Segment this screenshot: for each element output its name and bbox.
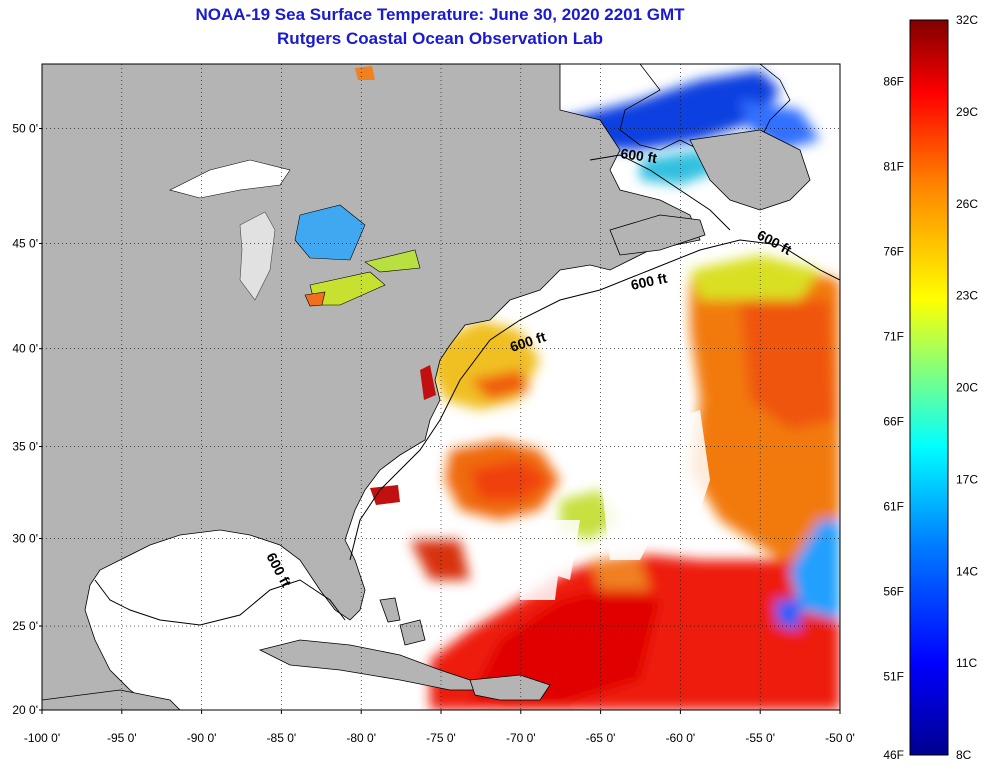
longitude-tick-label: -100 0' bbox=[24, 731, 60, 745]
map-area: 600 ft 600 ft 600 ft 600 ft 600 ft bbox=[42, 64, 840, 710]
longitude-tick-label: -65 0' bbox=[586, 731, 616, 745]
isobath-label: 600 ft bbox=[629, 270, 668, 293]
latitude-tick-label: 25 0' bbox=[12, 619, 38, 633]
latitude-tick-label: 50 0' bbox=[12, 122, 38, 136]
latitude-tick-label: 45 0' bbox=[12, 236, 38, 250]
colorbar-fahrenheit-label: 61F bbox=[883, 500, 904, 514]
colorbar-fahrenheit-label: 71F bbox=[883, 329, 904, 343]
longitude-tick-label: -80 0' bbox=[346, 731, 376, 745]
latitude-labels: 50 0' 45 0' 40 0' 35 0' 30 0' 25 0' 20 0' bbox=[12, 122, 42, 717]
colorbar-celsius-label: 26C bbox=[956, 197, 978, 211]
longitude-tick-label: -90 0' bbox=[187, 731, 217, 745]
latitude-tick-label: 35 0' bbox=[12, 440, 38, 454]
colorbar-fahrenheit-label: 66F bbox=[883, 415, 904, 429]
colorbar bbox=[909, 19, 949, 756]
longitude-tick-label: -85 0' bbox=[267, 731, 297, 745]
isobath-label: 600 ft bbox=[620, 145, 659, 166]
colorbar-celsius-label: 29C bbox=[956, 105, 978, 119]
coastal-warm-patches bbox=[355, 66, 436, 505]
colorbar-fahrenheit-label: 81F bbox=[883, 159, 904, 173]
colorbar-fahrenheit-label: 46F bbox=[883, 748, 904, 762]
colorbar-fahrenheit-label: 56F bbox=[883, 585, 904, 599]
latitude-tick-label: 20 0' bbox=[12, 703, 38, 717]
colorbar-celsius-label: 8C bbox=[956, 748, 972, 762]
isobath-600ft-line bbox=[94, 154, 840, 626]
great-lakes bbox=[169, 159, 421, 307]
colorbar-celsius-label: 17C bbox=[956, 472, 978, 486]
land bbox=[42, 64, 811, 710]
colorbar-celsius-label: 11C bbox=[956, 656, 977, 670]
colorbar-fahrenheit-label: 76F bbox=[883, 244, 904, 258]
map-title: NOAA-19 Sea Surface Temperature: June 30… bbox=[195, 5, 685, 24]
colorbar-celsius-labels: 32C 29C 26C 23C 20C 17C 14C 11C 8C bbox=[956, 13, 978, 762]
longitude-tick-label: -95 0' bbox=[107, 731, 137, 745]
longitude-tick-label: -70 0' bbox=[506, 731, 536, 745]
latitude-tick-label: 30 0' bbox=[12, 532, 38, 546]
colorbar-fahrenheit-label: 86F bbox=[883, 74, 904, 88]
cloud-streaks bbox=[520, 240, 710, 600]
colorbar-fahrenheit-labels: 86F 81F 76F 71F 66F 61F 56F 51F 46F bbox=[883, 74, 904, 762]
sst-field bbox=[240, 70, 840, 710]
graticule bbox=[42, 64, 840, 710]
colorbar-celsius-label: 14C bbox=[956, 564, 978, 578]
longitude-tick-label: -55 0' bbox=[745, 731, 775, 745]
latitude-tick-label: 40 0' bbox=[12, 342, 38, 356]
colorbar-celsius-label: 20C bbox=[956, 381, 978, 395]
colorbar-celsius-label: 32C bbox=[956, 13, 978, 27]
longitude-tick-label: -60 0' bbox=[666, 731, 696, 745]
colorbar-fahrenheit-label: 51F bbox=[883, 670, 904, 684]
map-subtitle: Rutgers Coastal Ocean Observation Lab bbox=[277, 29, 603, 48]
longitude-labels: -100 0' -95 0' -90 0' -85 0' -80 0' -75 0' -70… bbox=[24, 710, 855, 745]
longitude-tick-label: -75 0' bbox=[426, 731, 456, 745]
longitude-tick-label: -50 0' bbox=[825, 731, 855, 745]
colorbar-celsius-label: 23C bbox=[956, 289, 978, 303]
